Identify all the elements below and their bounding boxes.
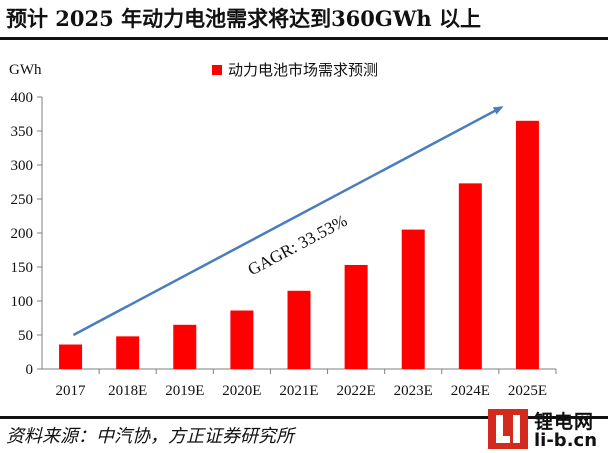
y-tick-label: 50 [18,328,33,344]
y-tick-label: 150 [11,260,34,276]
logo-text-cn: 锂电网 [534,411,595,433]
source-note: 资料来源：中汽协，方正证券研究所 [6,426,294,447]
bar [173,324,197,369]
x-tick-label: 2025E [508,383,547,399]
page-title: 预计 2025 年动力电池需求将达到360GWh 以上 [6,6,482,31]
x-tick-label: 2018E [108,383,147,399]
logo-text-en: li-b.cn [534,430,598,451]
bar [344,264,368,369]
x-tick-label: 2024E [451,383,490,399]
bar [458,183,482,369]
y-tick-label: 400 [11,90,34,106]
growth-arrow-line [72,106,504,337]
bar [515,120,539,369]
top-divider [0,37,608,40]
x-tick-label: 2020E [222,383,261,399]
y-tick-label: 350 [11,124,34,140]
legend-swatch [212,65,222,75]
y-tick-label: 200 [11,226,34,242]
y-tick-label: 300 [11,158,34,174]
site-logo: 锂电网 li-b.cn [488,407,608,453]
y-unit-label: GWh [9,62,42,78]
x-tick-label: 2019E [165,383,204,399]
bar [287,290,311,369]
bars [59,120,539,369]
x-tick-label: 2022E [337,383,376,399]
x-tick-label: 2017 [56,383,87,399]
bar [116,336,140,369]
legend-label: 动力电池市场需求预测 [228,62,378,79]
y-tick-label: 250 [11,192,34,208]
x-tick-label: 2021E [279,383,318,399]
bar [59,344,83,369]
bar-chart: GWh 动力电池市场需求预测 050100150200250300350400 … [9,62,557,399]
growth-rate-label: GAGR: 33.53% [245,211,351,279]
x-tick-label: 2023E [394,383,433,399]
bar [401,229,425,369]
y-tick-label: 0 [26,362,34,378]
logo-mark-icon [488,409,528,449]
bottom-divider [0,416,608,419]
bar [230,310,254,369]
x-axis-labels: 2017 2018E 2019E 2020E 2021E 2022E 2023E 2024E 2… [56,369,557,399]
y-tick-label: 100 [11,294,34,310]
